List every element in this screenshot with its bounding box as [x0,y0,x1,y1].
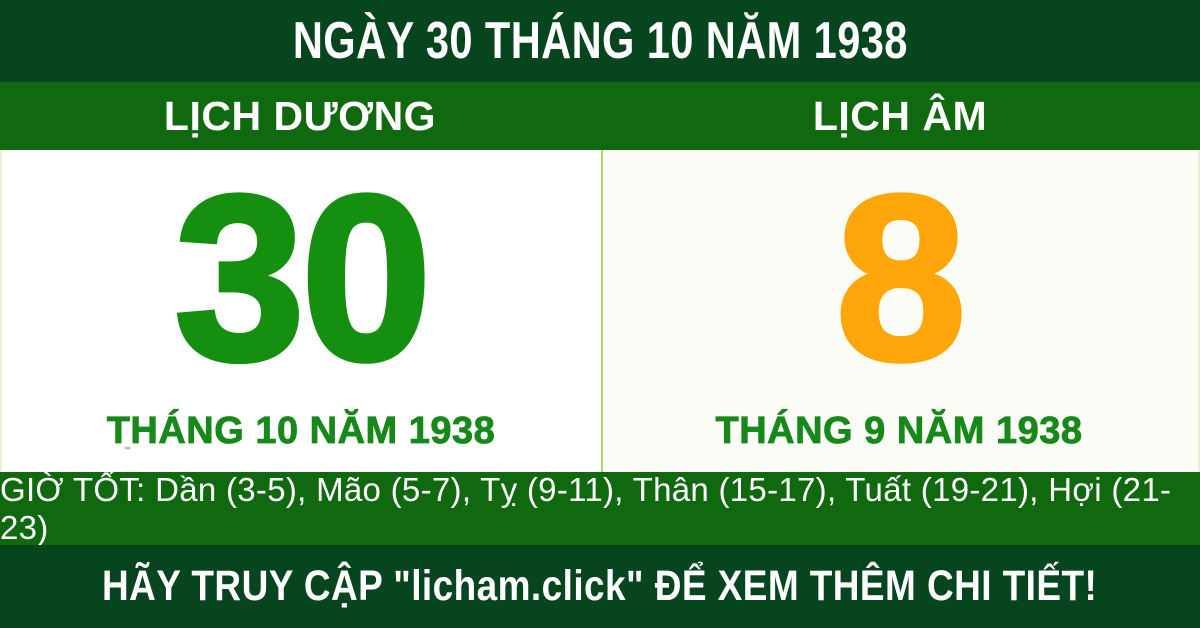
promo-text: HÃY TRUY CẬP "licham.click" ĐỂ XEM THÊM … [102,562,1098,610]
column-headers-band: LỊCH DƯƠNG LỊCH ÂM [0,82,1200,150]
lunar-panel: 8 THÁNG 9 NĂM 1938 [600,150,1198,472]
solar-header: LỊCH DƯƠNG [0,82,600,150]
stray-dash-artifact: - [124,434,132,459]
solar-month-year-label: THÁNG 10 NĂM 1938 [106,410,496,453]
full-date-title: NGÀY 30 THÁNG 10 NĂM 1938 [292,12,908,70]
lunar-header: LỊCH ÂM [600,82,1200,150]
solar-header-label: LỊCH DƯƠNG [163,92,437,139]
lunar-day-number: 8 [833,145,969,409]
good-hours-text: GIỜ TỐT: Dần (3-5), Mão (5-7), Tỵ (9-11)… [0,470,1172,546]
lunar-header-label: LỊCH ÂM [812,92,988,139]
solar-day-number: 30 [172,145,434,409]
calendar-panels: 30 THÁNG 10 NĂM 1938 - 8 THÁNG 9 NĂM 193… [0,150,1200,472]
good-hours-bar: GIỜ TỐT: Dần (3-5), Mão (5-7), Tỵ (9-11)… [0,470,1200,546]
date-banner: NGÀY 30 THÁNG 10 NĂM 1938 [0,0,1200,82]
solar-panel: 30 THÁNG 10 NĂM 1938 - [2,150,600,472]
column-divider-line [601,150,603,472]
lunar-month-year-label: THÁNG 9 NĂM 1938 [715,410,1083,453]
promo-banner: HÃY TRUY CẬP "licham.click" ĐỂ XEM THÊM … [0,545,1200,628]
